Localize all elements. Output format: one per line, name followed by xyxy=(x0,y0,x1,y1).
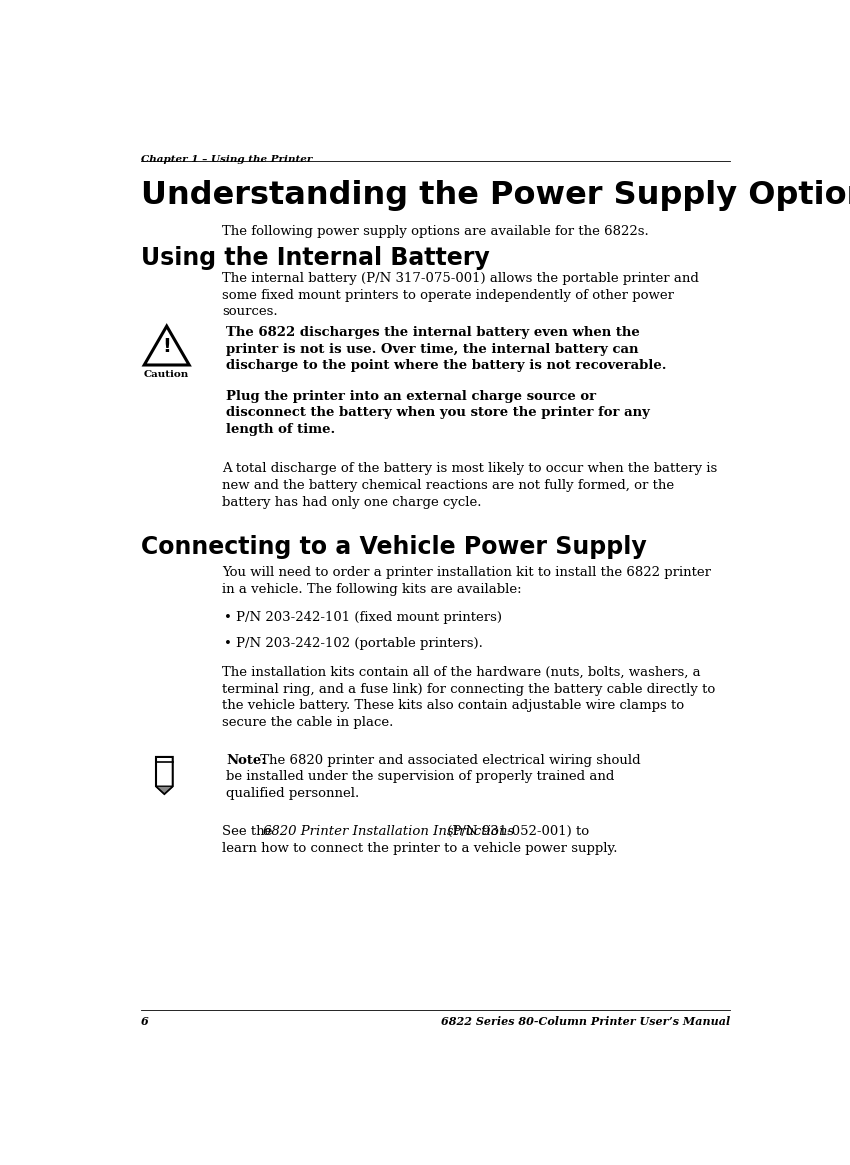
Text: secure the cable in place.: secure the cable in place. xyxy=(223,715,394,729)
Text: Plug the printer into an external charge source or: Plug the printer into an external charge… xyxy=(226,389,597,403)
Text: new and the battery chemical reactions are not fully formed, or the: new and the battery chemical reactions a… xyxy=(223,479,675,492)
Text: Chapter 1 – Using the Printer: Chapter 1 – Using the Printer xyxy=(141,155,313,164)
Text: The 6822 discharges the internal battery even when the: The 6822 discharges the internal battery… xyxy=(226,326,640,339)
Text: Connecting to a Vehicle Power Supply: Connecting to a Vehicle Power Supply xyxy=(141,535,647,559)
Text: discharge to the point where the battery is not recoverable.: discharge to the point where the battery… xyxy=(226,359,667,373)
Polygon shape xyxy=(156,786,173,793)
Text: P/N 203-242-102 (portable printers).: P/N 203-242-102 (portable printers). xyxy=(236,637,484,650)
Text: 6: 6 xyxy=(141,1016,149,1028)
Text: The following power supply options are available for the 6822s.: The following power supply options are a… xyxy=(223,225,649,238)
Text: See the: See the xyxy=(223,825,277,838)
Text: Understanding the Power Supply Options: Understanding the Power Supply Options xyxy=(141,179,850,211)
Text: learn how to connect the printer to a vehicle power supply.: learn how to connect the printer to a ve… xyxy=(223,841,618,855)
Text: in a vehicle. The following kits are available:: in a vehicle. The following kits are ava… xyxy=(223,582,522,595)
Text: Note:: Note: xyxy=(226,754,267,767)
Text: length of time.: length of time. xyxy=(226,423,336,436)
Text: P/N 203-242-101 (fixed mount printers): P/N 203-242-101 (fixed mount printers) xyxy=(236,612,502,624)
Text: •: • xyxy=(224,637,232,650)
Text: printer is not is use. Over time, the internal battery can: printer is not is use. Over time, the in… xyxy=(226,343,639,355)
Text: (P/N 931-052-001) to: (P/N 931-052-001) to xyxy=(443,825,589,838)
Text: The 6820 printer and associated electrical wiring should: The 6820 printer and associated electric… xyxy=(256,754,640,767)
Text: •: • xyxy=(224,612,232,624)
Text: 6822 Series 80-Column Printer User’s Manual: 6822 Series 80-Column Printer User’s Man… xyxy=(441,1016,730,1028)
Text: sources.: sources. xyxy=(223,305,278,318)
Text: A total discharge of the battery is most likely to occur when the battery is: A total discharge of the battery is most… xyxy=(223,463,717,475)
Text: Using the Internal Battery: Using the Internal Battery xyxy=(141,246,490,270)
Text: !: ! xyxy=(162,337,171,356)
Text: You will need to order a printer installation kit to install the 6822 printer: You will need to order a printer install… xyxy=(223,566,711,579)
Text: terminal ring, and a fuse link) for connecting the battery cable directly to: terminal ring, and a fuse link) for conn… xyxy=(223,683,716,696)
Text: disconnect the battery when you store the printer for any: disconnect the battery when you store th… xyxy=(226,407,650,419)
Text: some fixed mount printers to operate independently of other power: some fixed mount printers to operate ind… xyxy=(223,289,675,302)
Text: be installed under the supervision of properly trained and: be installed under the supervision of pr… xyxy=(226,770,615,783)
Text: qualified personnel.: qualified personnel. xyxy=(226,788,360,800)
Text: 6820 Printer Installation Instructions: 6820 Printer Installation Instructions xyxy=(263,825,514,838)
Text: The internal battery (P/N 317-075-001) allows the portable printer and: The internal battery (P/N 317-075-001) a… xyxy=(223,273,700,285)
Text: battery has had only one charge cycle.: battery has had only one charge cycle. xyxy=(223,495,482,509)
Text: the vehicle battery. These kits also contain adjustable wire clamps to: the vehicle battery. These kits also con… xyxy=(223,699,684,712)
Text: Caution: Caution xyxy=(144,370,190,380)
Text: The installation kits contain all of the hardware (nuts, bolts, washers, a: The installation kits contain all of the… xyxy=(223,666,701,679)
